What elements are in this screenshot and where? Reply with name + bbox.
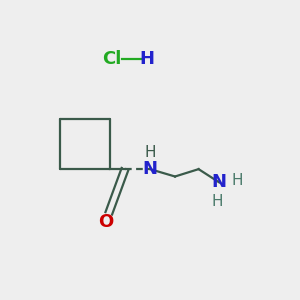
Text: H: H xyxy=(140,50,154,68)
Text: H: H xyxy=(144,146,156,160)
Text: N: N xyxy=(142,160,158,178)
Text: H: H xyxy=(232,173,243,188)
Text: N: N xyxy=(212,173,227,191)
Text: Cl: Cl xyxy=(102,50,122,68)
Text: O: O xyxy=(98,213,113,231)
Text: H: H xyxy=(212,194,224,209)
